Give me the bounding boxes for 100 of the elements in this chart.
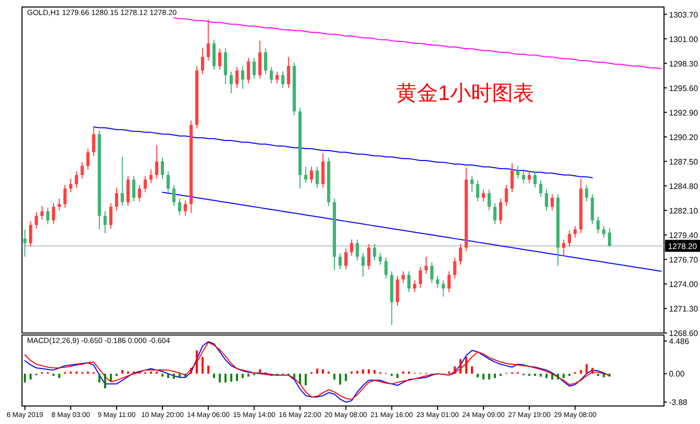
candlestick bbox=[396, 275, 400, 306]
candlestick bbox=[310, 166, 314, 184]
bar bbox=[230, 374, 232, 382]
y-tick-label: -3.88 bbox=[669, 398, 688, 407]
bar bbox=[242, 374, 244, 378]
candlestick bbox=[447, 270, 451, 293]
bar bbox=[339, 374, 342, 385]
candlestick bbox=[407, 270, 411, 293]
candlestick bbox=[596, 216, 600, 234]
candlestick bbox=[590, 194, 594, 225]
y-tick-label: 1282.10 bbox=[669, 206, 698, 216]
candlestick bbox=[504, 184, 508, 206]
candlestick bbox=[63, 184, 67, 208]
y-tick-label: 1276.70 bbox=[669, 255, 698, 264]
y-tick-label: 1268.60 bbox=[669, 329, 698, 338]
bar bbox=[488, 374, 490, 380]
candlestick bbox=[178, 198, 182, 216]
candlestick bbox=[270, 66, 273, 84]
candlestick bbox=[74, 170, 78, 188]
line-series bbox=[173, 17, 662, 70]
bar bbox=[494, 374, 496, 378]
candlestick bbox=[29, 220, 32, 248]
candlestick bbox=[252, 57, 256, 80]
bar bbox=[218, 374, 221, 382]
bar bbox=[247, 374, 250, 377]
candlestick bbox=[235, 66, 239, 88]
candlestick bbox=[172, 184, 176, 206]
candlestick bbox=[23, 228, 26, 258]
bar bbox=[30, 374, 32, 380]
y-tick-label: 1303.70 bbox=[669, 10, 698, 20]
bar bbox=[454, 366, 456, 374]
candlestick bbox=[493, 202, 496, 225]
bar bbox=[202, 356, 204, 374]
candlestick bbox=[109, 202, 112, 230]
candlestick bbox=[46, 207, 50, 225]
y-tick-label: 1295.60 bbox=[669, 84, 698, 93]
bar bbox=[556, 374, 559, 380]
candlestick bbox=[528, 170, 531, 184]
candlestick bbox=[470, 175, 474, 193]
candlestick bbox=[367, 244, 370, 270]
bar bbox=[213, 374, 216, 378]
bar bbox=[322, 369, 324, 374]
candlestick bbox=[378, 252, 382, 266]
bar bbox=[540, 374, 542, 377]
y-tick-label: 1279.40 bbox=[669, 230, 698, 240]
candlestick bbox=[402, 270, 405, 284]
candlestick bbox=[544, 189, 548, 211]
y-tick-label: 1298.30 bbox=[669, 59, 698, 68]
bar bbox=[196, 350, 198, 374]
candlestick bbox=[418, 266, 422, 288]
bar bbox=[608, 374, 611, 377]
candlestick bbox=[69, 178, 72, 193]
bar bbox=[161, 374, 164, 377]
bar bbox=[465, 356, 468, 374]
bar bbox=[344, 374, 347, 381]
candlestick bbox=[316, 166, 319, 188]
candlestick bbox=[510, 162, 514, 193]
candlestick bbox=[114, 187, 118, 211]
candlestick bbox=[138, 184, 142, 202]
y-tick-label: 0.00 bbox=[669, 370, 686, 379]
candlestick bbox=[230, 70, 233, 94]
bar bbox=[476, 374, 479, 378]
candlestick bbox=[602, 225, 606, 238]
candlestick bbox=[499, 198, 502, 225]
bar bbox=[24, 374, 26, 382]
candlestick bbox=[258, 40, 262, 80]
bar bbox=[167, 374, 170, 378]
candlestick bbox=[361, 252, 365, 278]
bar bbox=[562, 374, 565, 378]
candlestick bbox=[80, 162, 84, 180]
candlestick bbox=[281, 70, 284, 88]
candlestick bbox=[550, 194, 554, 211]
bar bbox=[184, 374, 186, 377]
candlestick bbox=[453, 257, 456, 280]
y-tick-label: 1271.30 bbox=[669, 304, 698, 314]
bar bbox=[110, 374, 112, 381]
candlestick bbox=[442, 280, 445, 298]
bar bbox=[121, 370, 124, 374]
bar bbox=[580, 370, 582, 374]
y-tick-label: 1301.00 bbox=[669, 34, 698, 44]
candlestick bbox=[224, 48, 228, 85]
candlestick bbox=[246, 57, 250, 84]
candlestick bbox=[52, 202, 56, 225]
candlestick bbox=[533, 170, 537, 188]
candlestick bbox=[436, 275, 440, 288]
candlestick bbox=[585, 184, 588, 202]
candlestick bbox=[488, 189, 491, 211]
bar bbox=[470, 366, 473, 374]
bar bbox=[236, 374, 238, 381]
bar bbox=[258, 369, 261, 374]
candlestick bbox=[212, 39, 216, 70]
bar bbox=[368, 369, 370, 374]
bar bbox=[396, 374, 398, 378]
candlestick bbox=[155, 144, 158, 180]
candlestick bbox=[166, 170, 170, 193]
candlestick bbox=[286, 56, 290, 88]
y-tick-label: 1274.00 bbox=[669, 280, 698, 289]
candlestick bbox=[304, 166, 308, 184]
bar bbox=[178, 374, 181, 378]
candlestick bbox=[516, 165, 520, 180]
